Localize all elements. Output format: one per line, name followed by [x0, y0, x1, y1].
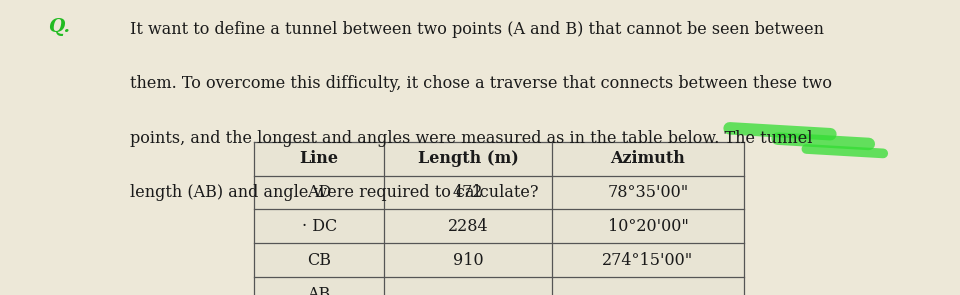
Text: CB: CB — [307, 252, 331, 269]
Text: Length (m): Length (m) — [418, 150, 518, 167]
Text: AD: AD — [307, 184, 331, 201]
Text: 10°20'00": 10°20'00" — [608, 218, 688, 235]
Text: 910: 910 — [453, 252, 483, 269]
FancyBboxPatch shape — [254, 142, 744, 295]
Text: Q.: Q. — [49, 18, 70, 36]
Text: 274°15'00": 274°15'00" — [602, 252, 694, 269]
Text: 472: 472 — [453, 184, 483, 201]
Text: Line: Line — [300, 150, 339, 167]
Text: · DC: · DC — [301, 218, 337, 235]
Text: Azimuth: Azimuth — [611, 150, 685, 167]
Text: points, and the longest and angles were measured as in the table below. The tunn: points, and the longest and angles were … — [130, 130, 812, 147]
Text: 78°35'00": 78°35'00" — [608, 184, 688, 201]
Text: It want to define a tunnel between two points (A and B) that cannot be seen betw: It want to define a tunnel between two p… — [130, 21, 824, 38]
Text: length (AB) and angle were required to calculate?: length (AB) and angle were required to c… — [130, 184, 539, 201]
Text: 2284: 2284 — [447, 218, 489, 235]
Text: AB: AB — [307, 286, 331, 295]
Text: them. To overcome this difficulty, it chose a traverse that connects between the: them. To overcome this difficulty, it ch… — [130, 75, 831, 92]
